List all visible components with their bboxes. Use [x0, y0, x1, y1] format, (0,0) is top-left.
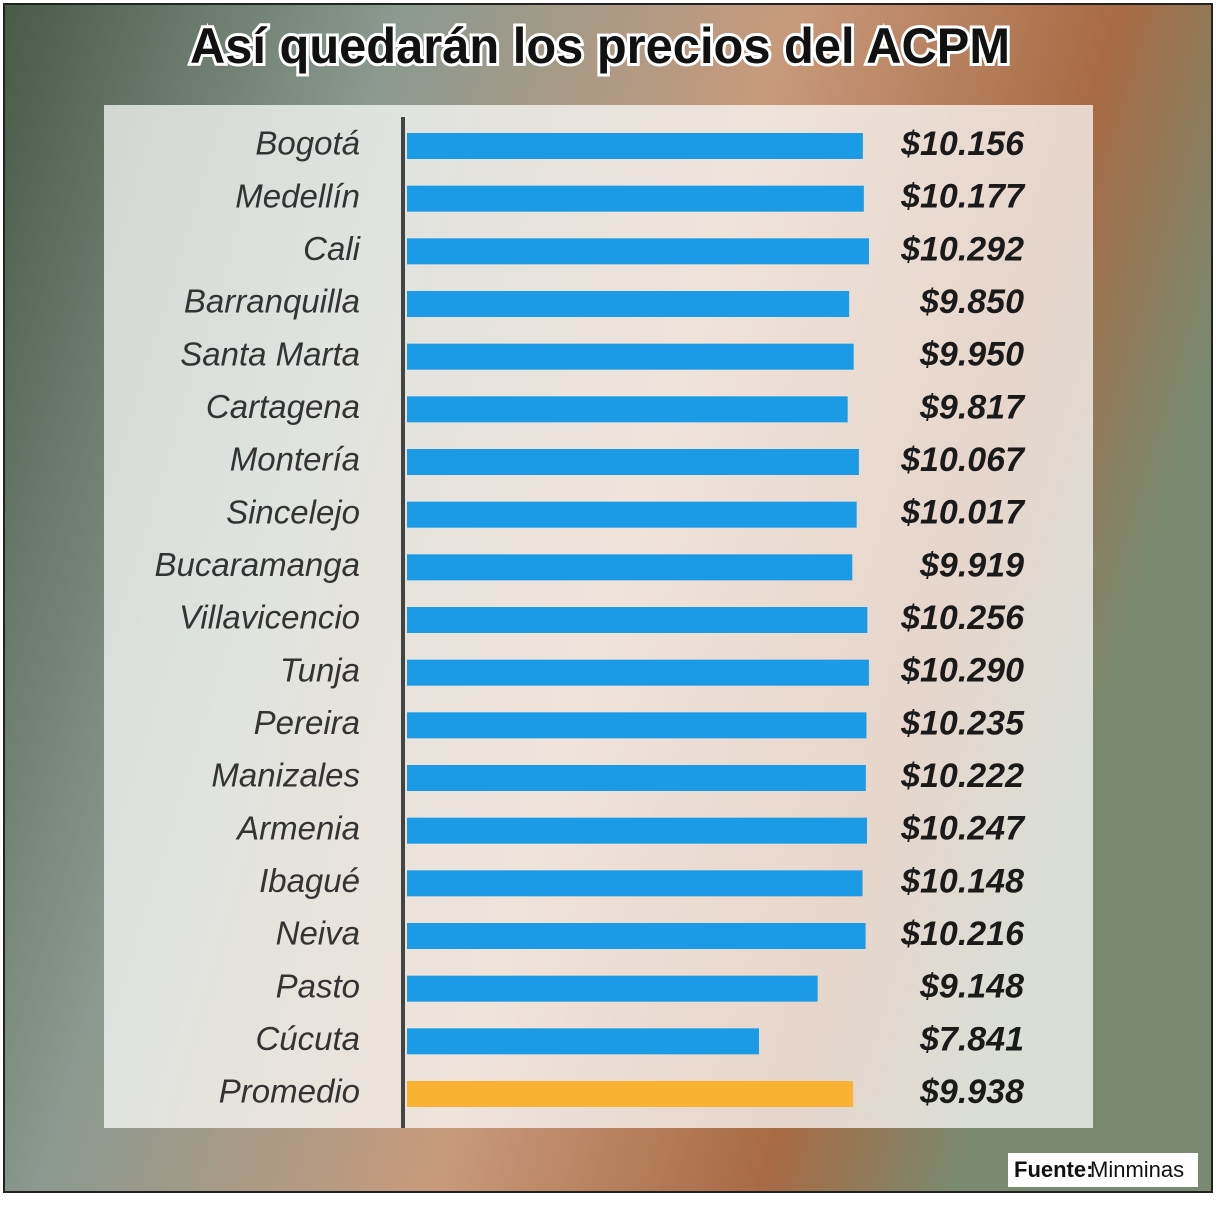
- bar: [407, 659, 869, 686]
- category-label: Pasto: [276, 967, 360, 1004]
- chart-title: Así quedarán los precios del ACPM: [190, 18, 1010, 74]
- bar: [407, 291, 850, 317]
- category-label: Bogotá: [255, 125, 360, 162]
- category-label: Neiva: [276, 915, 360, 952]
- value-label: $10.247: [900, 810, 1026, 848]
- bar: [407, 133, 863, 159]
- bar: [407, 975, 818, 1002]
- category-label: Barranquilla: [184, 283, 360, 320]
- value-label: $9.148: [919, 968, 1024, 1006]
- value-label: $10.256: [900, 599, 1025, 637]
- value-label: $9.950: [919, 336, 1024, 374]
- category-label: Bucaramanga: [155, 546, 360, 583]
- value-label: $10.216: [900, 915, 1025, 953]
- source-box: [1008, 1153, 1198, 1187]
- value-label: $10.292: [900, 230, 1024, 268]
- bar: [407, 396, 848, 423]
- category-label: Ibagué: [259, 862, 360, 899]
- bar: [407, 343, 854, 370]
- value-label: $10.290: [900, 652, 1024, 690]
- value-label: $9.850: [919, 283, 1024, 321]
- bar: [407, 712, 867, 739]
- category-label: Sincelejo: [226, 493, 360, 530]
- source: Minminas: [1090, 1157, 1184, 1182]
- bar: [407, 449, 859, 475]
- bar: [407, 870, 863, 897]
- category-label: Villavicencio: [179, 599, 360, 636]
- value-label: $7.841: [919, 1020, 1024, 1058]
- bar: [407, 1081, 854, 1107]
- value-label: $10.235: [900, 704, 1025, 742]
- value-label: $9.919: [919, 546, 1024, 584]
- category-label: Medellín: [235, 177, 360, 214]
- category-label: Cali: [303, 230, 362, 267]
- value-label: $9.817: [919, 388, 1026, 426]
- category-label: Promedio: [219, 1073, 360, 1110]
- value-label: $9.938: [919, 1073, 1024, 1111]
- bar: [407, 238, 869, 265]
- category-label: Armenia: [235, 809, 360, 846]
- category-label: Manizales: [211, 757, 360, 794]
- category-label: Cartagena: [206, 388, 360, 425]
- value-label: $10.017: [900, 494, 1026, 532]
- category-label: Cúcuta: [255, 1020, 360, 1057]
- bar: [407, 501, 857, 528]
- source-label: Fuente:: [1014, 1157, 1093, 1182]
- value-label: $10.177: [900, 178, 1026, 216]
- bar: [407, 554, 853, 581]
- bar: [407, 607, 868, 633]
- category-label: Montería: [230, 441, 360, 478]
- category-label: Pereira: [254, 704, 360, 741]
- bar: [407, 923, 866, 949]
- bar: [407, 1028, 759, 1055]
- value-label: $10.222: [900, 757, 1024, 795]
- bar: [407, 765, 866, 791]
- category-label: Tunja: [280, 651, 360, 688]
- value-label: $10.148: [900, 862, 1024, 900]
- value-label: $10.156: [900, 125, 1025, 163]
- category-label: Santa Marta: [180, 335, 360, 372]
- value-label: $10.067: [900, 441, 1026, 479]
- bar: [407, 817, 867, 844]
- bar: [407, 185, 864, 212]
